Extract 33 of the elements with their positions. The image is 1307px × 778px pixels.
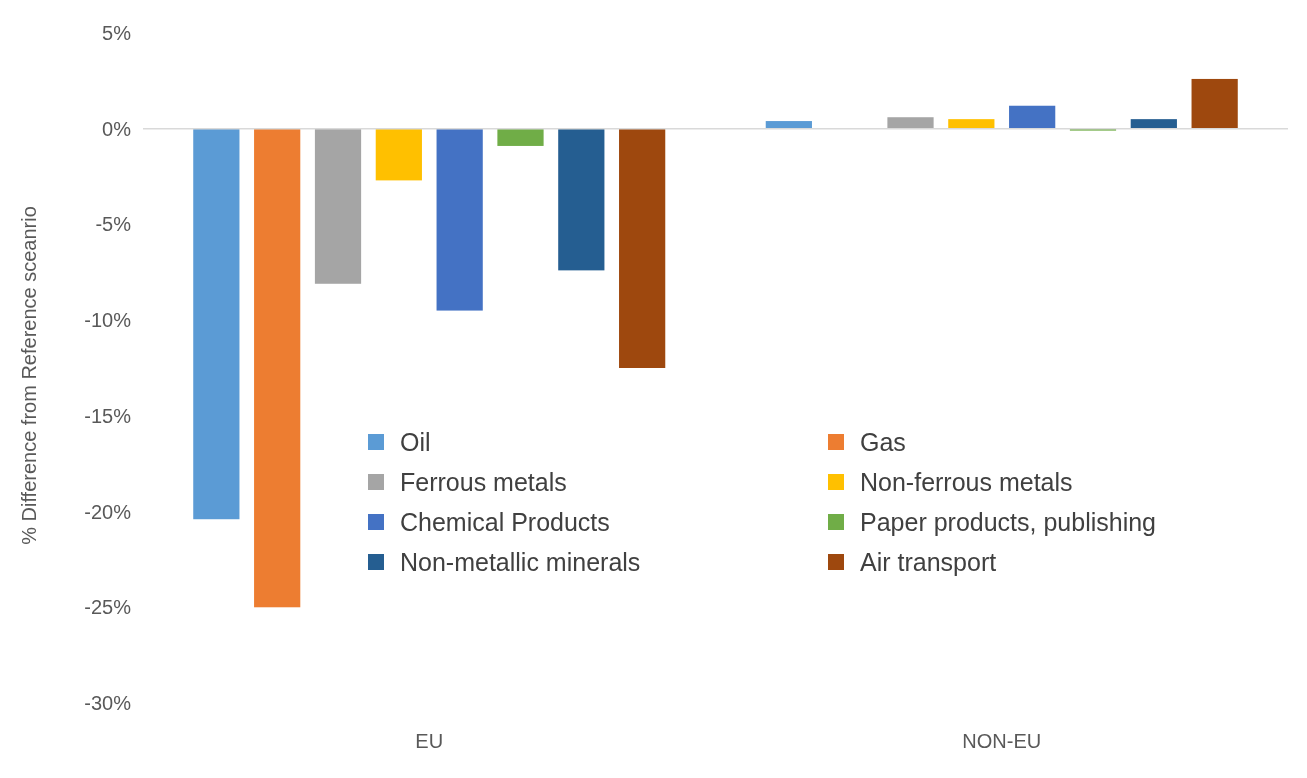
bar (1191, 78, 1238, 129)
y-tick-label: -30% (84, 692, 132, 714)
bar (436, 128, 483, 311)
bar (948, 119, 995, 129)
legend-label: Non-ferrous metals (860, 467, 1073, 496)
legend-label: Ferrous metals (400, 467, 567, 496)
y-tick-label: -20% (84, 500, 132, 523)
y-tick-label: -10% (84, 309, 132, 332)
bar (497, 128, 544, 146)
bar (254, 128, 301, 608)
bar (375, 128, 422, 181)
bar (193, 128, 240, 520)
y-tick-label: -15% (84, 404, 132, 427)
bar (1009, 105, 1056, 129)
y-axis-title: % Difference from Reference sceanrio (18, 206, 40, 545)
bar (1130, 119, 1177, 129)
legend-label: Gas (860, 427, 906, 456)
legend-label: Oil (400, 427, 431, 456)
bar (619, 128, 666, 368)
bar (314, 128, 362, 284)
y-tick-label: 5% (102, 22, 132, 44)
bar (887, 117, 934, 129)
x-tick-label: EU (415, 730, 444, 752)
legend-label: Air transport (860, 547, 997, 576)
y-tick-label: -25% (84, 596, 132, 619)
legend-label: Non-metallic minerals (400, 547, 641, 576)
legend-label: Chemical Products (400, 507, 610, 536)
legend-label: Paper products, publishing (860, 507, 1157, 536)
y-tick-label: 0% (102, 117, 132, 140)
y-tick-label: -5% (95, 213, 132, 236)
x-tick-label: NON-EU (962, 730, 1042, 752)
bar (765, 121, 812, 129)
bar (558, 128, 605, 271)
